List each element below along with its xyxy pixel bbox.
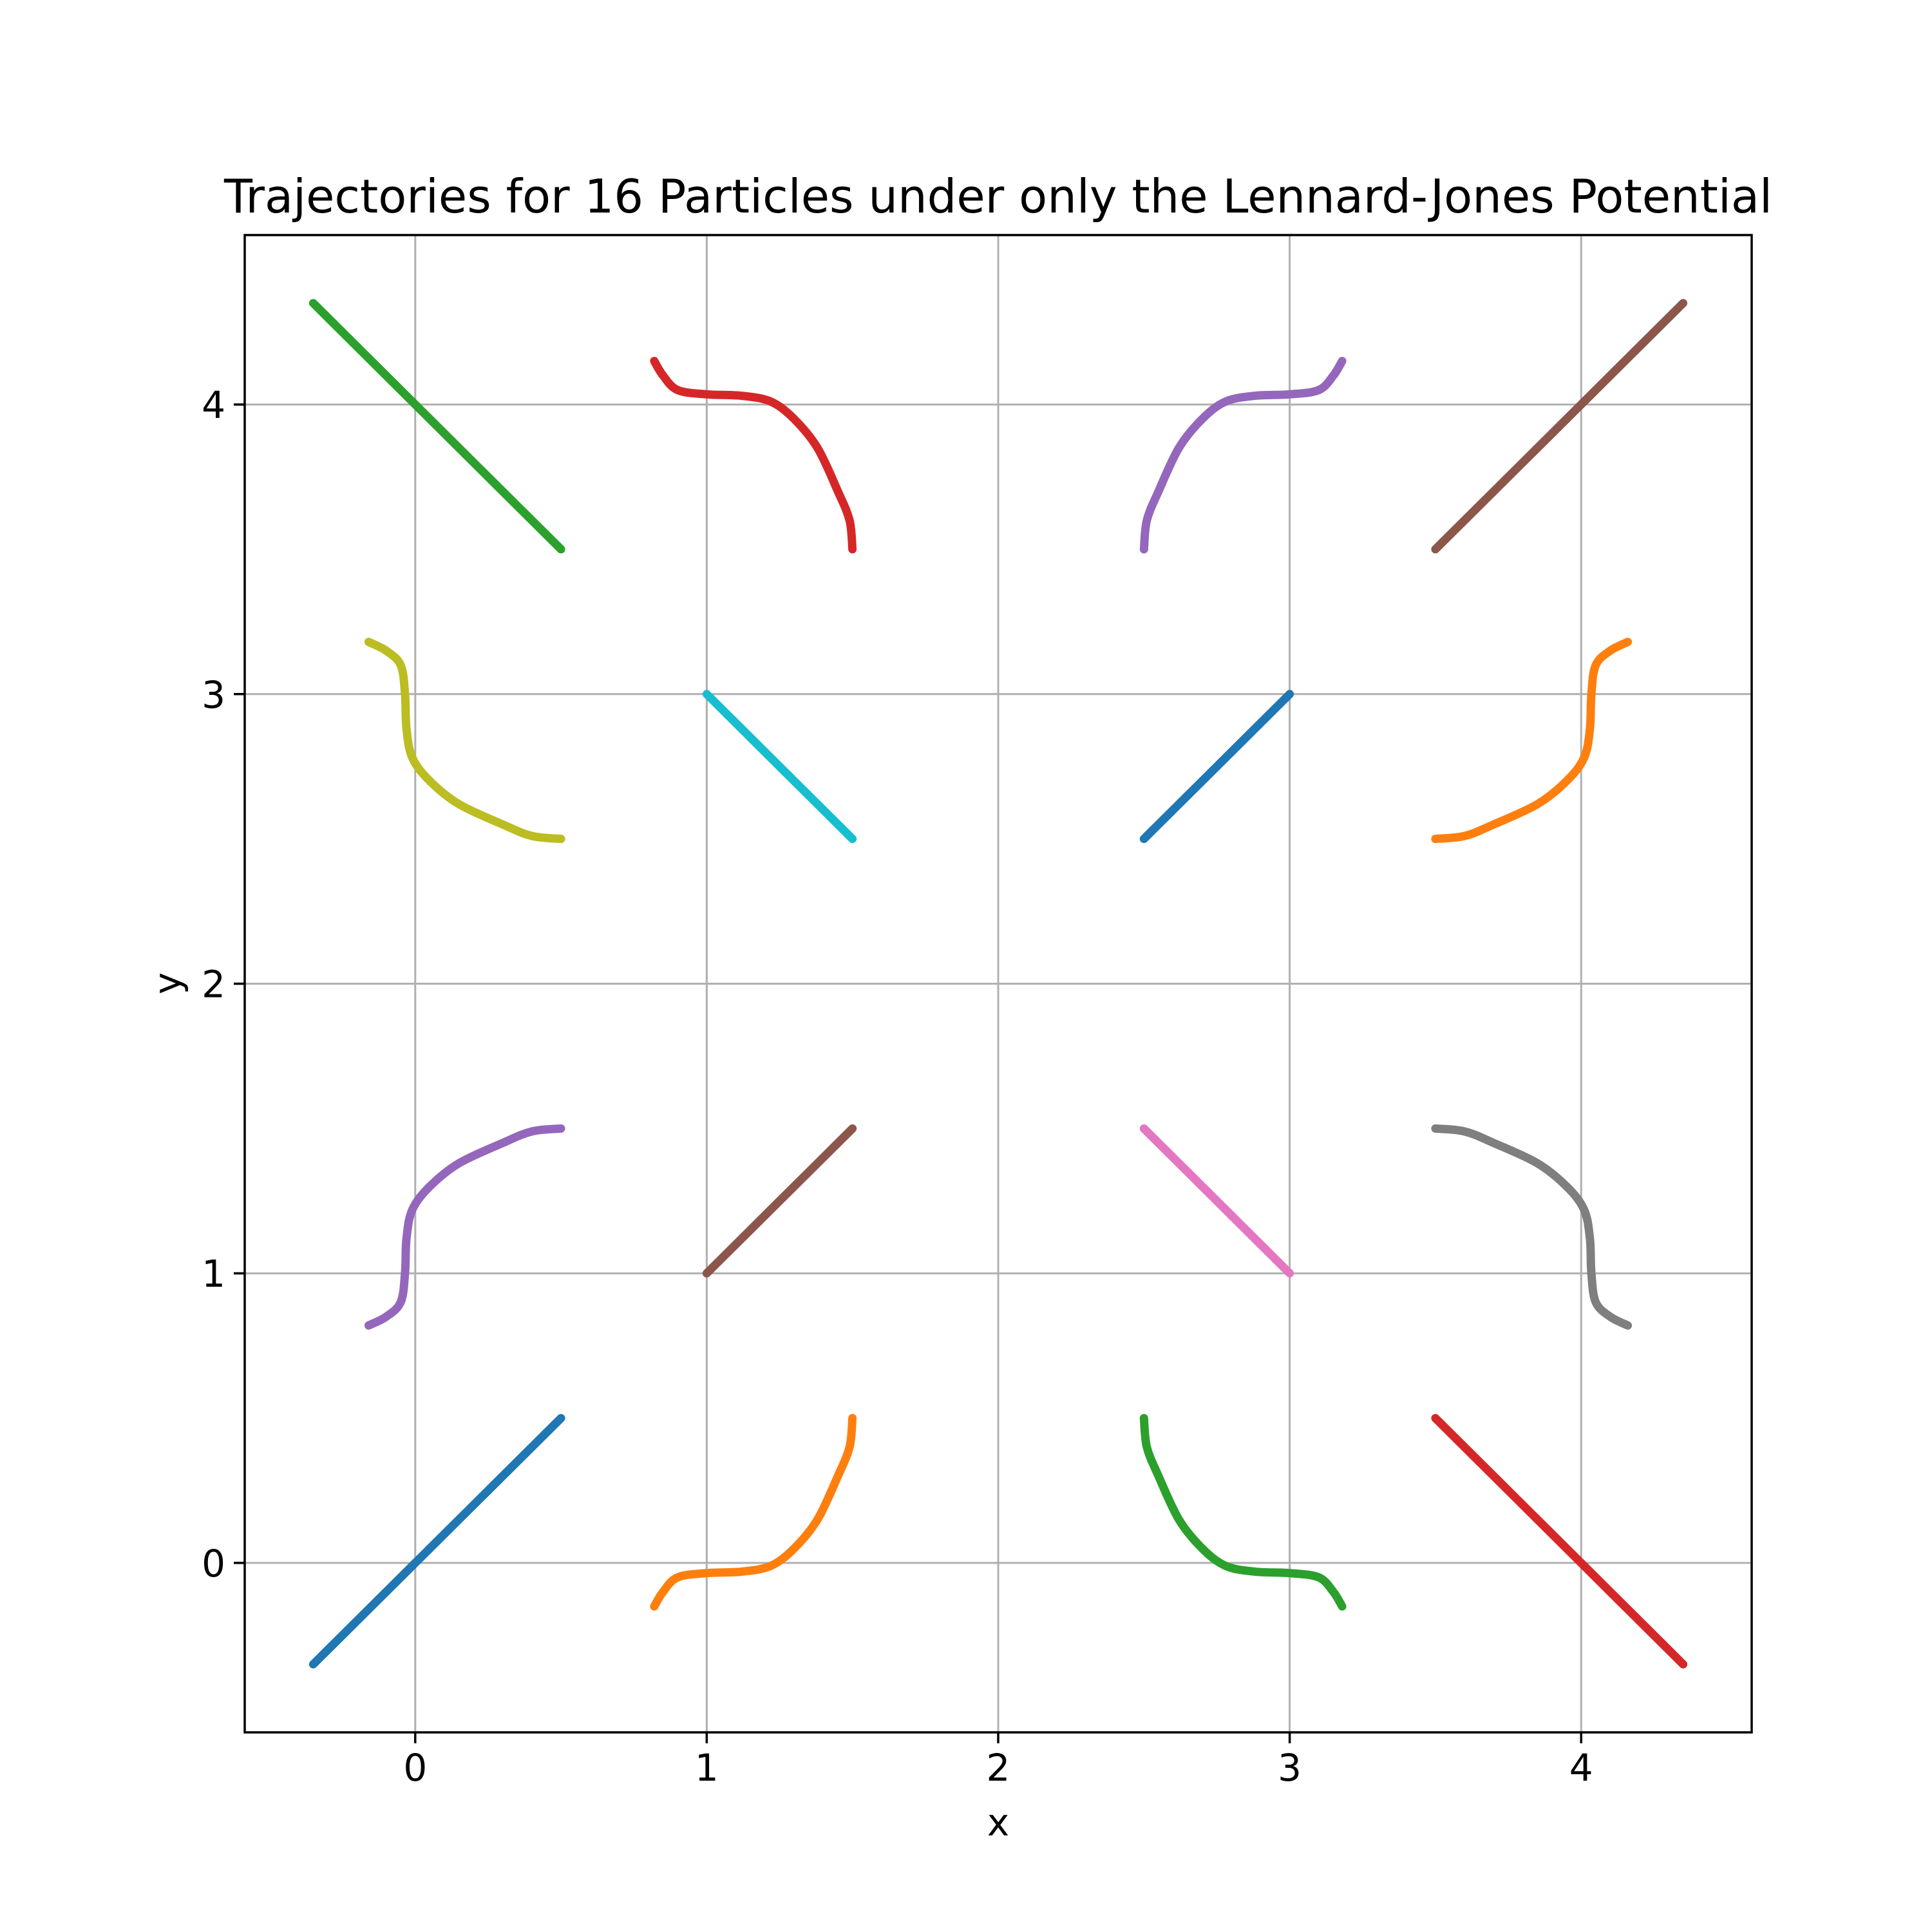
trajectory-line-15 (1139, 357, 1347, 554)
trajectory-line-5 (364, 1124, 565, 1330)
y-tick-label: 1 (202, 1252, 225, 1296)
y-axis-label: y (146, 972, 189, 994)
x-tick-label: 1 (695, 1746, 719, 1790)
axis-ticks: 0 1 2 3 4 0 1 2 3 4 (202, 383, 1593, 1790)
x-tick-label: 3 (1278, 1746, 1302, 1790)
trajectories (308, 299, 1688, 1669)
chart-title: Trajectories for 16 Particles under only… (223, 169, 1772, 223)
trajectory-line-2 (650, 1414, 857, 1611)
trajectory-line-8 (1431, 1124, 1633, 1330)
trajectory-line-1 (308, 1414, 565, 1669)
trajectory-line-12 (1431, 638, 1633, 844)
trajectory-line-7 (1139, 1124, 1294, 1278)
y-tick-label: 2 (202, 963, 225, 1007)
trajectory-line-13 (308, 299, 565, 554)
trajectory-line-6 (702, 1124, 857, 1278)
y-tick-label: 4 (202, 383, 225, 427)
trajectory-line-10 (702, 690, 857, 844)
x-tick-label: 4 (1569, 1746, 1593, 1790)
trajectory-line-14 (650, 357, 857, 554)
trajectory-line-16 (1431, 299, 1688, 554)
x-axis-label: x (987, 1801, 1009, 1844)
x-tick-label: 2 (987, 1746, 1010, 1790)
trajectory-line-3 (1139, 1414, 1347, 1611)
trajectory-line-4 (1431, 1414, 1688, 1669)
y-tick-label: 3 (202, 673, 225, 717)
y-tick-label: 0 (202, 1542, 225, 1586)
x-tick-label: 0 (403, 1746, 427, 1790)
trajectory-line-11 (1139, 690, 1294, 844)
trajectory-line-9 (364, 638, 565, 844)
grid (245, 235, 1752, 1732)
